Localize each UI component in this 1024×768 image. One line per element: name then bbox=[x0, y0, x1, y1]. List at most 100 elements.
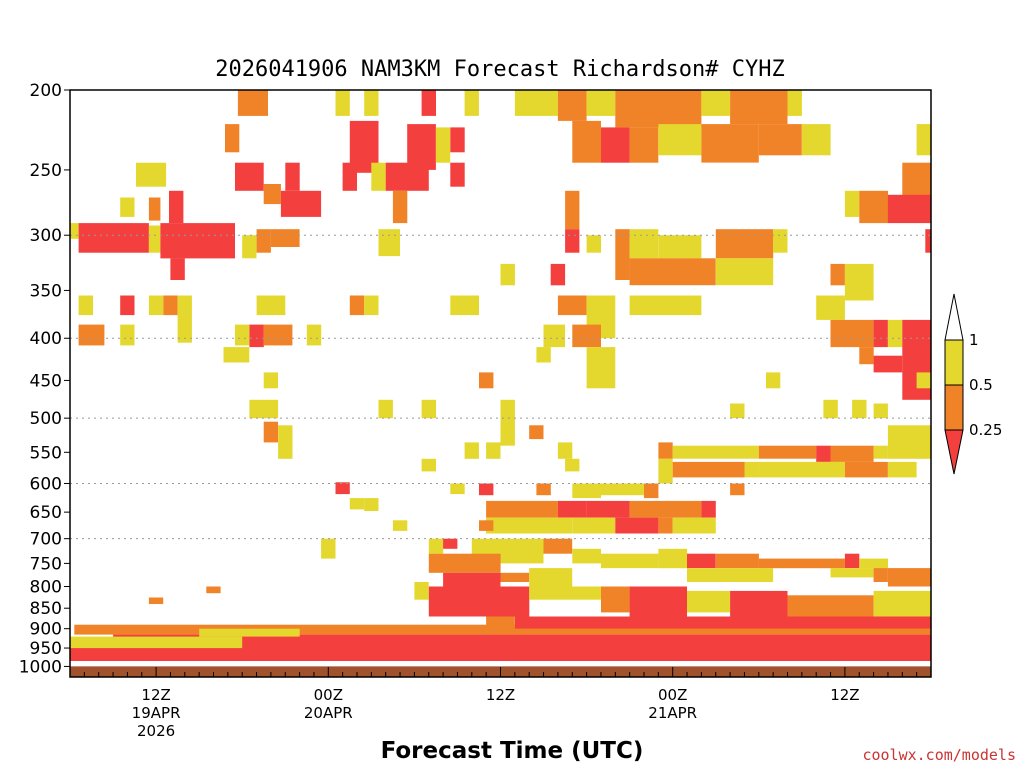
data-cell-yellow bbox=[916, 124, 931, 156]
data-cell-orange bbox=[715, 553, 759, 569]
data-cell-red bbox=[601, 127, 630, 163]
y-tick-label: 600 bbox=[30, 474, 62, 494]
data-cell-orange bbox=[859, 347, 874, 365]
data-cell-yellow bbox=[744, 461, 759, 478]
data-cell-orange bbox=[730, 483, 745, 496]
x-tick-label: 12Z bbox=[486, 686, 515, 704]
data-cell-red bbox=[687, 553, 716, 569]
data-cell-orange bbox=[887, 568, 931, 587]
data-cell-red bbox=[285, 162, 300, 191]
data-cell-yellow bbox=[335, 90, 350, 116]
legend-swatch-below-0.25 bbox=[944, 429, 964, 475]
data-cell-yellow bbox=[658, 235, 702, 259]
data-cell-yellow bbox=[349, 498, 365, 510]
data-cell-red bbox=[701, 500, 716, 518]
data-cell-orange bbox=[873, 568, 888, 582]
credit-text: coolwx.com/models bbox=[862, 746, 1016, 764]
data-cell-yellow bbox=[177, 295, 192, 343]
data-cell-orange bbox=[536, 483, 551, 496]
data-cell-yellow bbox=[873, 403, 888, 419]
data-cell-red bbox=[443, 538, 458, 549]
data-cell-orange bbox=[237, 90, 268, 116]
data-cell-orange bbox=[730, 90, 788, 125]
data-cell-orange bbox=[74, 624, 932, 635]
legend-label: 0.5 bbox=[969, 376, 993, 394]
data-cell-red bbox=[873, 355, 903, 373]
data-cell-orange bbox=[557, 90, 587, 121]
data-cell-red bbox=[887, 194, 931, 224]
data-cell-red bbox=[342, 162, 357, 191]
data-cell-orange bbox=[500, 572, 530, 582]
data-cell-orange bbox=[787, 595, 874, 621]
data-cell-orange bbox=[225, 124, 240, 153]
color-legend: 1 0.5 0.25 bbox=[944, 293, 1002, 475]
data-cell-yellow bbox=[500, 263, 515, 286]
data-cell-yellow bbox=[816, 295, 845, 320]
data-cell-red bbox=[280, 190, 322, 217]
y-tick-label: 200 bbox=[30, 81, 62, 101]
data-cell-red bbox=[443, 572, 501, 587]
data-cell-yellow bbox=[223, 347, 250, 363]
data-cell-orange bbox=[428, 553, 501, 573]
data-cell-yellow bbox=[543, 324, 565, 348]
data-cell-orange bbox=[615, 90, 702, 128]
data-cell-yellow bbox=[572, 517, 616, 534]
data-cell-red bbox=[78, 223, 149, 253]
data-cell-yellow bbox=[78, 295, 93, 316]
data-cell-yellow bbox=[701, 90, 731, 116]
data-cell-orange bbox=[615, 229, 630, 280]
data-cell-yellow bbox=[414, 582, 429, 600]
y-tick-label: 250 bbox=[30, 161, 62, 181]
data-cell-yellow bbox=[887, 425, 931, 459]
data-cell-orange bbox=[270, 229, 300, 247]
data-cell-yellow bbox=[371, 162, 386, 191]
legend-swatch-0.5-1 bbox=[944, 339, 964, 386]
data-cell-yellow bbox=[278, 425, 293, 459]
data-cell-orange bbox=[148, 197, 161, 221]
data-cell-red bbox=[557, 500, 587, 518]
data-cell-yellow bbox=[601, 553, 659, 569]
data-cell-yellow bbox=[658, 124, 702, 156]
data-cell-yellow bbox=[873, 445, 888, 459]
data-cell-orange bbox=[263, 421, 278, 443]
data-cell-yellow bbox=[428, 538, 444, 554]
data-cell-orange bbox=[78, 324, 105, 346]
data-cell-orange bbox=[830, 263, 845, 286]
data-cell-red bbox=[514, 616, 931, 629]
data-cell-red bbox=[629, 586, 687, 621]
x-tick-label: 00Z bbox=[314, 686, 343, 704]
data-cell-yellow bbox=[730, 403, 745, 419]
y-tick-label: 800 bbox=[30, 577, 62, 597]
data-cell-red bbox=[169, 190, 184, 224]
data-cell-yellow bbox=[148, 225, 161, 253]
data-cell-yellow bbox=[916, 372, 931, 389]
x-axis-label: Forecast Time (UTC) bbox=[381, 738, 644, 764]
data-cell-orange bbox=[644, 483, 659, 499]
data-cell-yellow bbox=[557, 442, 573, 459]
data-cell-orange bbox=[163, 295, 178, 316]
data-cell-yellow bbox=[486, 517, 573, 534]
data-cell-yellow bbox=[486, 442, 501, 459]
data-cell-yellow bbox=[572, 548, 601, 564]
data-cell-yellow bbox=[529, 586, 601, 600]
plot-area bbox=[70, 90, 932, 677]
axes: 200 250 300 350 400 450 500 550 600 650 700 750 8008… bbox=[19, 81, 932, 740]
y-tick-label: 1000 bbox=[19, 657, 62, 677]
data-cell-orange bbox=[572, 120, 601, 163]
data-cell-yellow bbox=[887, 319, 903, 348]
data-cell-yellow bbox=[658, 458, 673, 484]
x-tick-label: 19APR bbox=[132, 704, 181, 722]
data-cell-yellow bbox=[830, 568, 874, 578]
data-cell-yellow bbox=[514, 90, 558, 116]
data-cell-yellow bbox=[672, 445, 759, 459]
data-cell-yellow bbox=[787, 90, 802, 116]
y-tick-label: 350 bbox=[30, 281, 62, 301]
data-cell-yellow bbox=[586, 90, 616, 116]
data-cell-orange bbox=[658, 442, 673, 459]
data-cell-red bbox=[844, 553, 860, 569]
data-cell-yellow bbox=[658, 548, 688, 569]
data-cell-yellow bbox=[364, 295, 379, 316]
data-cell-orange bbox=[830, 319, 874, 348]
data-cell-red bbox=[450, 162, 465, 187]
x-tick-label: 21APR bbox=[648, 704, 697, 722]
